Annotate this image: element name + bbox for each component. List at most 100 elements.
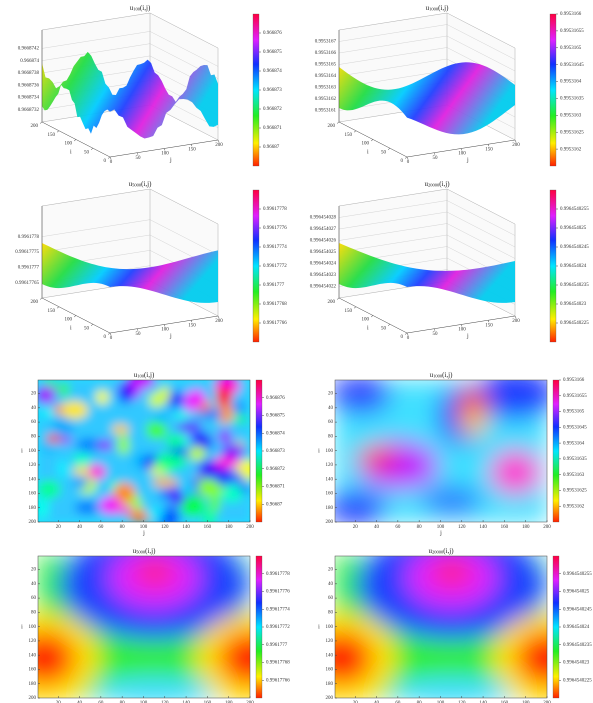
blob xyxy=(95,390,110,405)
panel: 20 40 60 80 100 120 140 160 180 200 20 40 60 80 100 120… xyxy=(318,547,592,703)
y-tick-label: 40 xyxy=(31,406,37,411)
j-tick xyxy=(109,156,112,160)
i-tick xyxy=(336,121,340,124)
blob xyxy=(61,401,89,420)
y-tick-label: 40 xyxy=(328,406,334,411)
colorbar-tick-label: 0.96687 xyxy=(263,145,280,150)
i-tick xyxy=(387,324,391,326)
colorbar-tick-label: 0.9964540245 xyxy=(560,245,589,250)
colorbar-tick-label: 0.9961777 xyxy=(266,643,288,648)
y-tick-label: 120 xyxy=(326,639,334,644)
z-tick-label: 0.9961778 xyxy=(18,235,40,240)
blob xyxy=(357,446,398,471)
colorbar-tick-label: 0.9953162 xyxy=(563,504,585,509)
i-tick-label: 200 xyxy=(31,300,39,305)
y-tick-label: 120 xyxy=(326,463,334,468)
colorbar-tick-label: 0.99531655 xyxy=(560,29,584,34)
blob xyxy=(475,380,547,420)
y-tick-label: 80 xyxy=(328,435,334,440)
blob xyxy=(154,407,169,424)
colorbar-tick-label: 0.966875 xyxy=(266,414,285,419)
panel: 0.996454022 0.996454023 0.996454024 0.99645… xyxy=(310,180,589,343)
blob xyxy=(175,412,190,424)
z-tick-label: 0.996454026 xyxy=(310,239,337,244)
panel-title: u1000(i,j) xyxy=(426,4,449,12)
i-tick xyxy=(353,130,357,133)
blob xyxy=(165,434,186,448)
panel-title: u5000(i,j) xyxy=(129,180,152,188)
panel-title: u20000(i,j) xyxy=(428,547,454,555)
title-args: (i,j) xyxy=(145,547,156,555)
blob xyxy=(176,420,202,432)
grid-line xyxy=(41,219,151,237)
y-tick-label: 20 xyxy=(31,392,37,397)
colorbar-tick-label: 0.9961777 xyxy=(263,283,285,288)
colorbar-tick-label: 0.9953163 xyxy=(560,113,582,118)
blob xyxy=(73,477,89,489)
i-tick-label: 200 xyxy=(328,300,336,305)
y-tick-label: 100 xyxy=(29,449,37,454)
i-tick xyxy=(39,297,43,300)
title-subscript: 20000 xyxy=(428,183,440,188)
blob xyxy=(38,632,75,685)
x-tick-label: 140 xyxy=(182,701,190,703)
grid-line xyxy=(149,219,219,255)
y-tick-label: 40 xyxy=(328,582,334,587)
colorbar-tick-label: 0.9964540255 xyxy=(560,207,589,212)
colorbar-tick-label: 0.9953166 xyxy=(563,378,585,383)
field-blobs xyxy=(38,556,250,698)
blob xyxy=(40,442,58,453)
panel-title: u20000(i,j) xyxy=(424,180,450,188)
blob xyxy=(152,478,179,488)
title-symbol: u xyxy=(129,180,133,188)
y-tick-label: 180 xyxy=(326,506,334,511)
colorbar-tick-label: 0.99617768 xyxy=(263,302,287,307)
z-tick-label: 0.99617765 xyxy=(15,281,39,286)
grid-line xyxy=(338,47,448,65)
j-tick xyxy=(460,148,463,151)
y-tick-label: 60 xyxy=(328,596,334,601)
blob xyxy=(221,484,243,503)
colorbar-tick-label: 0.9964540225 xyxy=(563,678,592,683)
i-tick xyxy=(370,139,374,142)
z-tick-label: 0.966874 xyxy=(20,59,39,64)
y-tick-label: 80 xyxy=(31,611,37,616)
z-tick-label: 0.9668732 xyxy=(18,108,40,113)
y-tick-label: 100 xyxy=(29,625,37,630)
i-tick xyxy=(73,139,77,142)
grid-line xyxy=(41,43,151,61)
surface xyxy=(339,243,515,303)
colorbar-tick-label: 0.9953164 xyxy=(560,80,582,85)
blob xyxy=(391,676,512,698)
blob xyxy=(232,401,245,413)
colorbar-tick-label: 0.99617776 xyxy=(266,590,290,595)
x-tick-label: 200 xyxy=(246,701,254,703)
surface xyxy=(42,51,218,139)
x-tick-label: 120 xyxy=(458,701,466,703)
y-tick-label: 160 xyxy=(326,492,334,497)
x-tick-label: 120 xyxy=(458,525,466,530)
blob xyxy=(72,467,91,476)
j-tick-label: 50 xyxy=(136,332,142,337)
j-tick-label: 100 xyxy=(458,152,466,157)
blob xyxy=(111,424,130,435)
x-axis-label: j xyxy=(439,530,442,536)
blob xyxy=(94,676,215,698)
i-axis-label: i xyxy=(70,149,72,155)
colorbar-tick-label: 0.99617772 xyxy=(263,264,287,269)
j-tick-label: 100 xyxy=(161,328,169,333)
x-tick-label: 140 xyxy=(479,525,487,530)
blob xyxy=(52,417,74,438)
x-tick-label: 160 xyxy=(501,525,509,530)
blob xyxy=(431,559,472,588)
blob xyxy=(85,464,106,480)
title-args: (i,j) xyxy=(442,371,453,379)
i-tick-label: 150 xyxy=(48,133,56,138)
j-tick-label: 200 xyxy=(512,143,520,148)
grid-line xyxy=(41,31,151,49)
colorbar-tick-label: 0.996454023 xyxy=(563,661,590,666)
title-symbol: u xyxy=(424,180,428,188)
grid-line xyxy=(338,200,448,218)
x-tick-label: 180 xyxy=(225,525,233,530)
colorbar-tick-label: 0.99617776 xyxy=(263,226,287,231)
